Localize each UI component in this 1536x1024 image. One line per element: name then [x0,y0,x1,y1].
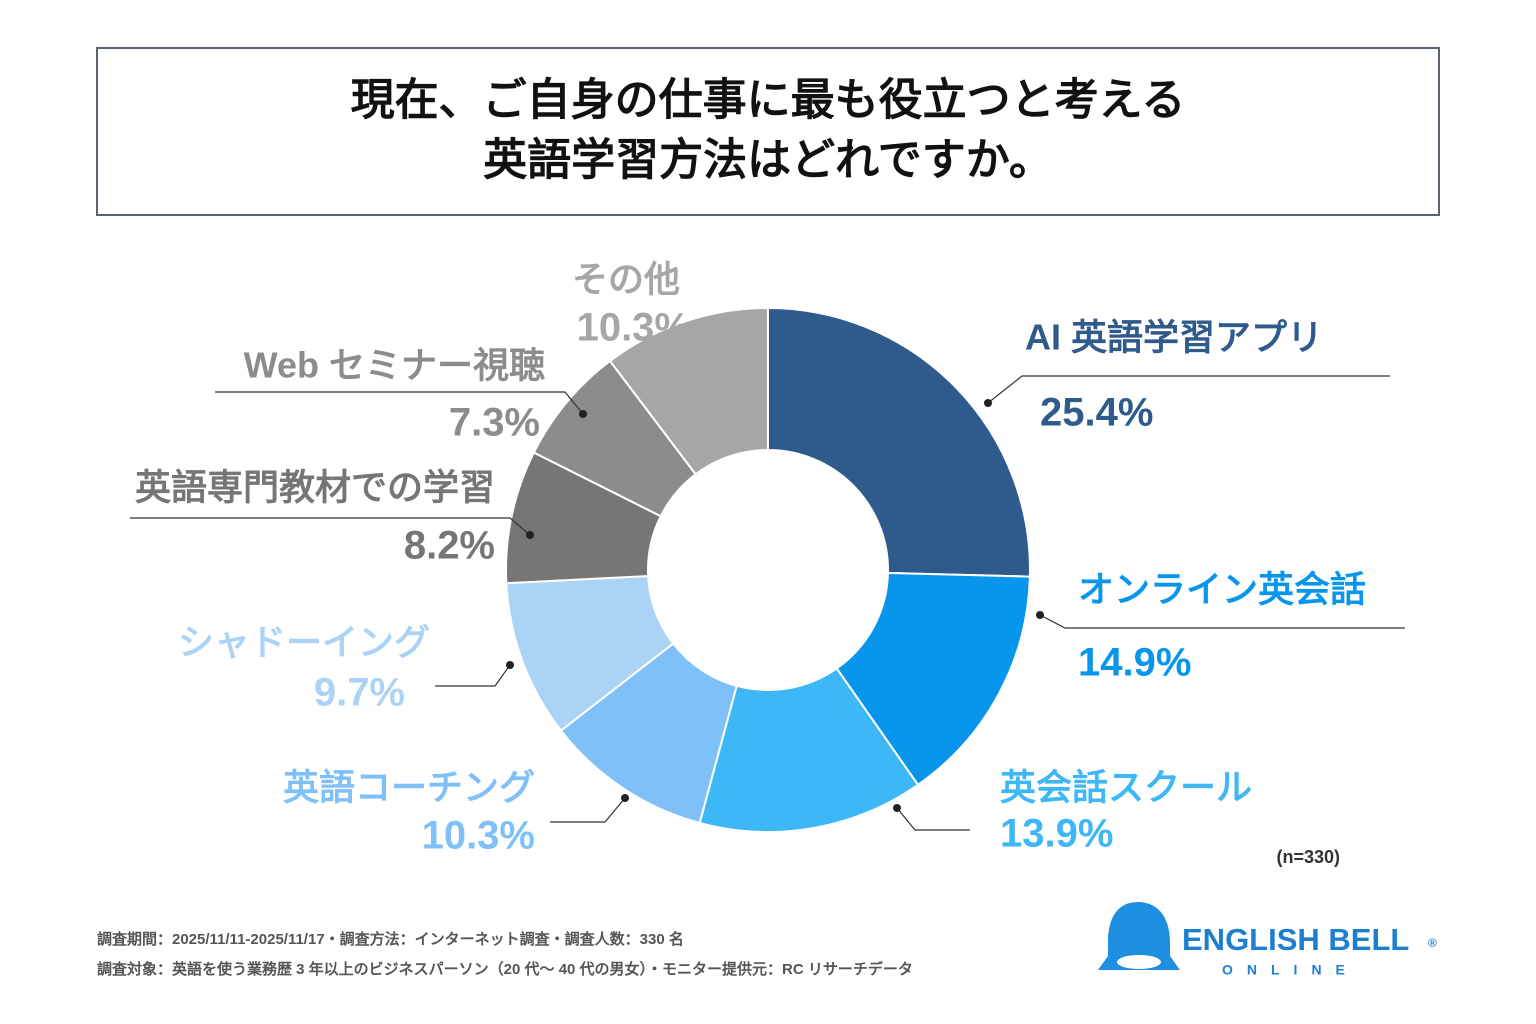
slice-label: 英会話スクール [1000,767,1252,808]
logo-mark: ® [1428,936,1437,950]
slice-label: 英語専門教材での学習 [135,467,495,508]
leader-dot [506,661,514,669]
leader-line [987,375,1390,404]
leader-dot [984,399,992,407]
value-label: 7.3% [449,401,540,445]
slice-label: AI 英語学習アプリ [1025,317,1323,358]
donut-slice [608,306,769,476]
logo-bell-rim [1117,955,1161,969]
logo-bell [1098,902,1180,970]
value-label: 25.4% [1040,391,1153,435]
slice-label: シャドーイング [178,622,430,663]
chart-title: 英語学習方法はどれですか。 [483,136,1053,185]
leader-line [550,797,626,823]
leader-line [1039,614,1405,629]
sample-note: (n=330) [1276,847,1340,867]
leader-line [215,391,584,415]
logo: ENGLISH BELL ® ONLINE [1098,902,1437,978]
footer-text: 調査対象：英語を使う業務歴 3 年以上のビジネスパーソン（20 代〜 40 代の… [97,960,913,978]
leader-line [896,807,970,831]
value-label: 10.3% [577,306,690,350]
slice-label: Web セミナー視聴 [244,345,545,386]
value-label: 14.9% [1078,641,1191,685]
logo-sub: ONLINE [1222,962,1359,978]
leader-dot [893,804,901,812]
value-label: 8.2% [404,524,495,568]
donut-slice [835,571,1031,787]
slice-label: その他 [572,259,680,300]
slice-label: オンライン英会話 [1078,569,1366,610]
leader-dot [621,794,629,802]
value-label: 10.3% [422,814,535,858]
chart-title: 現在、ご自身の仕事に最も役立つと考える [351,76,1186,125]
leader-dot [579,410,587,418]
value-label: 9.7% [314,671,405,715]
slice-label: 英語コーチング [283,767,535,808]
value-label: 13.9% [1000,812,1113,856]
leader-line [435,664,511,687]
leader-line [130,517,531,536]
leader-dot [1036,611,1044,619]
leader-dot [526,531,534,539]
logo-name: ENGLISH BELL [1182,922,1409,957]
donut-slice [767,306,1031,578]
title-box [96,47,1440,216]
donut-slice [698,667,920,833]
footer-text: 調査期間：2025/11/11-2025/11/17・調査方法：インターネット調… [97,930,684,948]
